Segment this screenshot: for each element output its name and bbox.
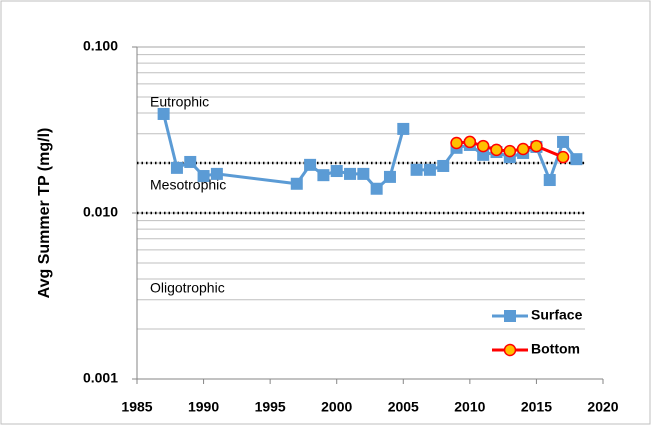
- marker: [503, 144, 517, 158]
- marker: [543, 174, 556, 187]
- marker: [330, 165, 343, 178]
- marker: [557, 135, 570, 148]
- marker: [410, 163, 423, 176]
- x-tick-label: 1990: [188, 399, 219, 415]
- y-tick-label: 0.001: [83, 370, 118, 386]
- y-axis-label: Avg Summer TP (mg/l): [36, 128, 53, 299]
- y-tick-label: 0.100: [83, 38, 118, 54]
- marker: [344, 167, 357, 180]
- marker: [290, 177, 303, 190]
- x-tick-label: 2015: [521, 399, 552, 415]
- marker: [170, 161, 183, 174]
- marker: [184, 155, 197, 168]
- marker: [570, 153, 583, 166]
- marker: [450, 136, 463, 150]
- marker: [490, 143, 503, 157]
- marker: [437, 159, 450, 172]
- marker: [397, 122, 410, 135]
- legend-label: Surface: [531, 307, 583, 323]
- marker: [370, 182, 383, 195]
- x-tick-label: 2000: [321, 399, 352, 415]
- marker: [516, 142, 530, 156]
- marker: [197, 170, 210, 183]
- marker: [556, 150, 570, 164]
- x-tick-label: 2005: [388, 399, 419, 415]
- annotation: Oligotrophic: [150, 280, 225, 296]
- annotation: Eutrophic: [150, 94, 209, 110]
- marker: [210, 167, 223, 180]
- x-tick-label: 1985: [121, 399, 152, 415]
- legend-marker: [503, 343, 517, 357]
- x-tick-label: 2020: [587, 399, 618, 415]
- marker: [317, 169, 330, 182]
- legend-marker: [504, 310, 516, 322]
- marker: [530, 139, 543, 153]
- marker: [157, 107, 170, 120]
- y-tick-label: 0.010: [83, 204, 118, 220]
- marker: [423, 163, 436, 176]
- marker: [383, 170, 396, 183]
- marker: [477, 148, 490, 161]
- x-tick-label: 1995: [255, 399, 286, 415]
- marker: [476, 139, 490, 153]
- x-tick-label: 2010: [454, 399, 485, 415]
- marker: [304, 158, 317, 171]
- legend-label: Bottom: [531, 341, 580, 357]
- marker: [357, 167, 370, 180]
- marker: [463, 135, 477, 149]
